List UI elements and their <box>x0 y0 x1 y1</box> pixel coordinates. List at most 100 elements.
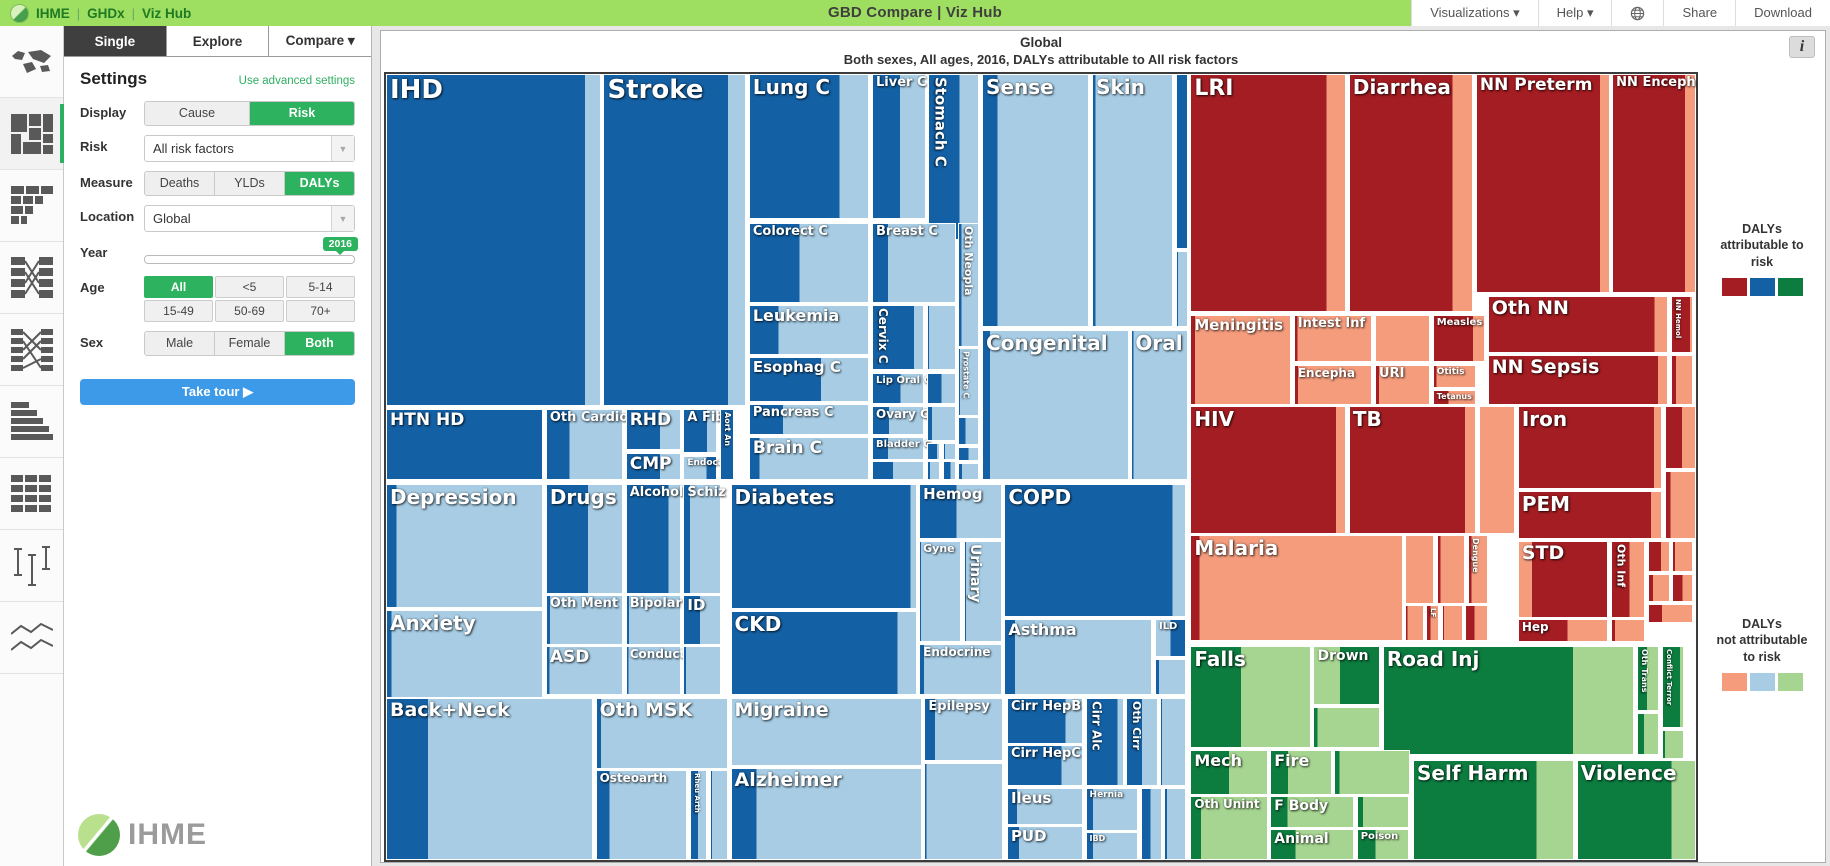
treemap-cell-cirr-hepc[interactable]: Cirr HepC <box>1006 745 1083 787</box>
treemap-cell-nn-sepsis[interactable]: NN Sepsis <box>1487 354 1669 405</box>
treemap-cell-std[interactable]: STD <box>1517 540 1609 618</box>
treemap-cell-meningitis[interactable]: Meningitis <box>1190 315 1292 405</box>
treemap-cell-fire[interactable]: Fire <box>1270 749 1332 795</box>
treemap-cell-uri[interactable]: URI <box>1375 364 1431 405</box>
treemap-cell[interactable] <box>1664 470 1696 540</box>
brand-link-ihme[interactable]: IHME <box>36 5 70 21</box>
treemap-cell-encepha[interactable]: Encepha <box>1293 364 1373 405</box>
treemap-cell-aort-an[interactable]: Aort An <box>720 408 735 480</box>
treemap-cell-f-body[interactable]: F Body <box>1270 796 1355 828</box>
treemap-cell-measles[interactable]: Measles <box>1432 315 1486 363</box>
treemap-cell-cervix-c[interactable]: Cervix C <box>872 305 925 371</box>
age-50-69-button[interactable]: 50-69 <box>215 300 284 322</box>
treemap-cell-oth-msk[interactable]: Oth MSK <box>595 698 728 769</box>
download-button[interactable]: Download <box>1735 0 1830 26</box>
treemap-cell[interactable] <box>1610 619 1645 643</box>
age-5-14-button[interactable]: 5-14 <box>286 276 355 298</box>
treemap-cell-rheu-arth[interactable]: Rheu Arth <box>689 770 707 860</box>
treemap-cell-road-inj[interactable]: Road Inj <box>1382 646 1635 756</box>
treemap-cell[interactable] <box>1647 573 1670 603</box>
treemap-cell-asd[interactable]: ASD <box>545 646 624 695</box>
language-globe-button[interactable] <box>1611 0 1664 26</box>
sex-both-button[interactable]: Both <box>285 332 354 355</box>
treemap-cell-iron[interactable]: Iron <box>1517 406 1662 489</box>
rail-item-uncertainty[interactable] <box>0 530 63 602</box>
treemap-cell-sense[interactable]: Sense <box>982 74 1090 328</box>
treemap-cell[interactable] <box>1375 315 1431 363</box>
measure-deaths-button[interactable]: Deaths <box>145 172 215 195</box>
treemap-cell[interactable] <box>1334 749 1411 795</box>
treemap-cell-stomach-c[interactable]: Stomach C <box>928 74 980 240</box>
treemap-cell-diabetes[interactable]: Diabetes <box>730 483 917 610</box>
rail-item-flow-b[interactable] <box>0 314 63 386</box>
treemap-cell-urinary[interactable]: Urinary <box>963 540 1002 643</box>
treemap-cell-ibd[interactable]: IBD <box>1085 832 1138 860</box>
treemap-cell-bipolar[interactable]: Bipolar <box>625 595 682 645</box>
treemap-cell-prostate-c[interactable]: Prostate C <box>958 348 980 416</box>
treemap-cell[interactable] <box>1672 573 1694 603</box>
treemap-cell-congenital[interactable]: Congenital <box>982 330 1129 480</box>
age-under5-button[interactable]: <5 <box>215 276 284 298</box>
treemap-cell-mech[interactable]: Mech <box>1190 749 1268 795</box>
treemap-cell-id[interactable]: ID <box>683 595 722 645</box>
treemap-cell-skin[interactable]: Skin <box>1092 74 1174 328</box>
treemap-cell-schiz[interactable]: Schiz <box>683 483 726 594</box>
treemap-cell-nn-enceph[interactable]: NN Enceph <box>1612 74 1696 293</box>
brand-link-ghdx[interactable]: GHDx <box>87 5 125 21</box>
treemap-cell[interactable] <box>1441 605 1463 641</box>
treemap-cell-htn-hd[interactable]: HTN HD <box>386 408 544 480</box>
treemap-cell[interactable] <box>709 770 728 860</box>
treemap-cell-self-harm[interactable]: Self Harm <box>1413 760 1575 860</box>
treemap-cell-cmp[interactable]: CMP <box>625 452 681 480</box>
treemap-cell-a-fib[interactable]: A Fib <box>683 408 725 453</box>
rail-item-flow-a[interactable] <box>0 242 63 314</box>
rail-item-mosaic[interactable] <box>0 170 63 242</box>
treemap-cell[interactable] <box>958 463 980 480</box>
age-all-button[interactable]: All <box>144 276 213 298</box>
treemap-cell-pancreas-c[interactable]: Pancreas C <box>748 404 870 435</box>
treemap-cell[interactable] <box>1436 535 1466 604</box>
treemap-cell-rhd[interactable]: RHD <box>625 408 681 450</box>
treemap-cell[interactable] <box>942 461 956 480</box>
treemap-cell[interactable] <box>1140 787 1162 860</box>
treemap-cell[interactable] <box>1671 354 1694 405</box>
treemap-cell[interactable] <box>1175 250 1188 328</box>
treemap-cell[interactable] <box>1164 787 1187 860</box>
treemap-cell[interactable] <box>1672 540 1694 573</box>
treemap-cell-asthma[interactable]: Asthma <box>1004 618 1153 695</box>
treemap-cell-oth-cardio[interactable]: Oth Cardio <box>545 408 628 480</box>
treemap-cell-endocrine[interactable]: Endocrine <box>919 643 1002 695</box>
treemap-cell[interactable] <box>927 461 941 480</box>
help-menu[interactable]: Help ▾ <box>1537 0 1612 26</box>
treemap-cell-depression[interactable]: Depression <box>386 483 544 609</box>
tab-explore[interactable]: Explore <box>166 26 270 56</box>
treemap-cell-lf[interactable]: LF <box>1426 605 1440 641</box>
visualizations-menu[interactable]: Visualizations ▾ <box>1411 0 1538 26</box>
treemap-cell[interactable] <box>942 443 956 460</box>
treemap-cell[interactable] <box>1175 74 1188 250</box>
location-dropdown[interactable]: Global ▼ <box>144 205 355 232</box>
treemap-cell-oth-ment[interactable]: Oth Ment <box>545 595 624 645</box>
treemap-cell[interactable] <box>1405 605 1424 641</box>
treemap-cell[interactable] <box>1356 796 1410 828</box>
treemap-cell-hemog[interactable]: Hemog <box>919 483 1002 540</box>
treemap-cell[interactable] <box>958 417 980 445</box>
treemap-cell[interactable] <box>1313 706 1381 749</box>
rail-item-bars[interactable] <box>0 386 63 458</box>
rail-item-table[interactable] <box>0 458 63 530</box>
treemap-cell-nn-hemol[interactable]: NN Hemol <box>1671 296 1694 354</box>
age-15-49-button[interactable]: 15-49 <box>144 300 213 322</box>
treemap-cell-oth-nn[interactable]: Oth NN <box>1487 296 1669 354</box>
treemap-cell[interactable] <box>927 305 956 371</box>
year-slider[interactable]: 2016 <box>144 237 358 264</box>
treemap-cell[interactable] <box>927 372 956 405</box>
treemap-cell-hernia[interactable]: Hernia <box>1085 787 1138 831</box>
treemap-cell-conduct[interactable]: Conduct <box>625 646 685 695</box>
treemap-cell[interactable] <box>1647 603 1694 623</box>
treemap-cell-animal[interactable]: Animal <box>1270 829 1355 860</box>
treemap-cell-otitis[interactable]: Otitis <box>1432 364 1476 389</box>
risk-dropdown[interactable]: All risk factors ▼ <box>144 135 355 162</box>
treemap-cell-anxiety[interactable]: Anxiety <box>386 610 544 699</box>
treemap-cell-malaria[interactable]: Malaria <box>1190 535 1403 641</box>
treemap-cell-falls[interactable]: Falls <box>1190 646 1311 749</box>
